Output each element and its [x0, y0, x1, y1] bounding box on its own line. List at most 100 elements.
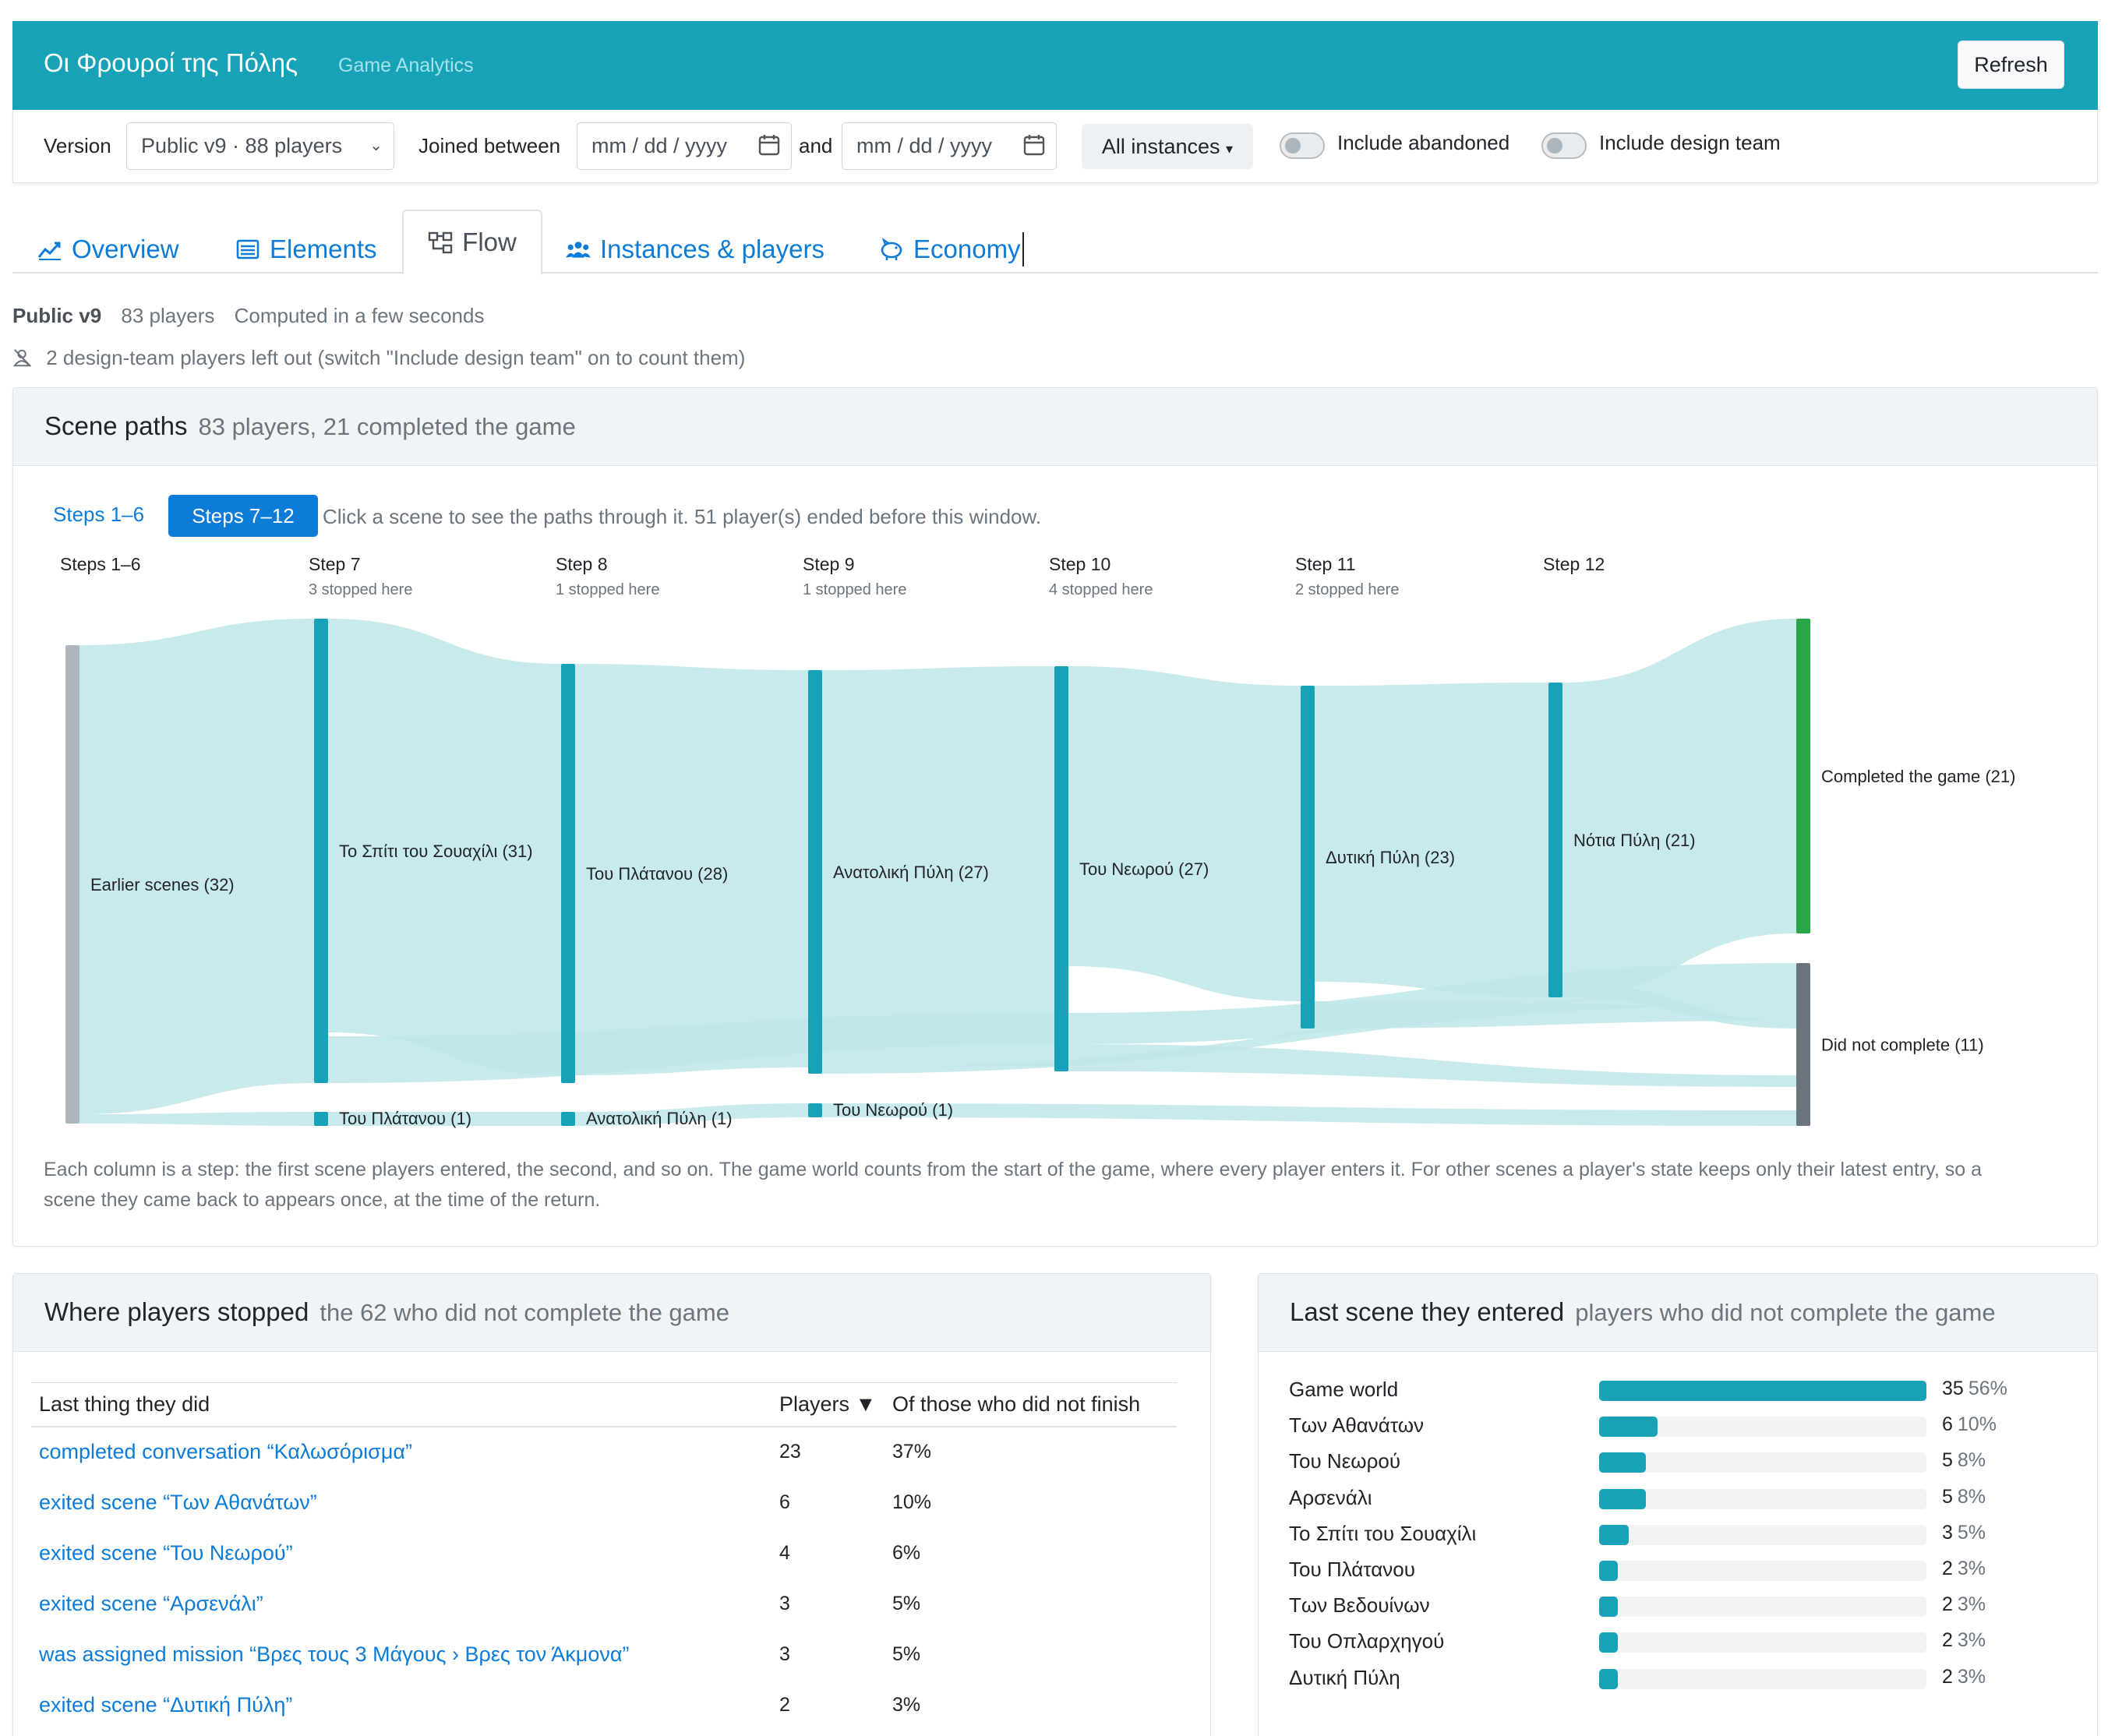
sankey-node[interactable] [808, 670, 822, 1074]
flow-link[interactable] [328, 619, 561, 1075]
last-thing-link[interactable]: exited scene “Δυτική Πύλη” [39, 1692, 293, 1717]
excluded-note: 2 design-team players left out (switch "… [12, 346, 745, 370]
chevron-down-icon: ⌄ [369, 137, 383, 154]
sankey-diagram: Earlier scenes (32) Το Σπίτι του Σουαχίλι… [60, 554, 2015, 1128]
bar-count: 6 [1942, 1413, 1953, 1436]
sankey-node-label: Νότια Πύλη (21) [1573, 831, 1696, 850]
flow-link-dropoff[interactable] [822, 1103, 1796, 1126]
bar-fill [1599, 1488, 1646, 1509]
flow-link[interactable] [1068, 666, 1301, 1001]
tab-flow-label: Flow [462, 228, 517, 256]
players-count: 6 [779, 1491, 790, 1513]
bar-track [1599, 1561, 1926, 1581]
refresh-button[interactable]: Refresh [1958, 41, 2064, 89]
bar-label: Των Αθανάτων [1289, 1413, 1425, 1438]
sankey-node[interactable] [1301, 686, 1315, 1029]
flow-link-dropoff[interactable] [1562, 982, 1796, 1029]
column-stopped-count: 1 stopped here [803, 581, 906, 598]
sankey-node[interactable] [65, 645, 79, 1124]
last-thing-link[interactable]: exited scene “Αρσενάλι” [39, 1591, 263, 1615]
where-stopped-header: Where players stopped the 62 who did not … [13, 1274, 1210, 1352]
sankey-node-label: Του Πλάτανου (1) [339, 1109, 471, 1128]
sankey-node[interactable] [314, 619, 328, 1083]
toggle-abandoned[interactable] [1280, 132, 1325, 159]
bar-row: Των Αθανάτων 6 10% [1289, 1409, 2068, 1445]
steps-1-6-button[interactable]: Steps 1–6 [53, 503, 145, 526]
toggle-design-label: Include design team [1599, 131, 1781, 154]
version-select[interactable]: Public v9 · 88 players ⌄ [126, 122, 394, 170]
sankey-node[interactable] [1054, 666, 1068, 1071]
sankey-node[interactable] [561, 1112, 575, 1126]
flow-link-dropoff[interactable] [1068, 1044, 1796, 1087]
flow-link-dropoff[interactable] [79, 1112, 314, 1126]
bar-value: 2 3% [1942, 1666, 1986, 1688]
date-from-input[interactable]: mm / dd / yyyy [577, 122, 792, 170]
scene-paths-title: Scene paths [44, 411, 188, 440]
instances-dropdown-label: All instances [1101, 135, 1220, 158]
instances-dropdown[interactable]: All instances ▾ [1082, 124, 1253, 169]
tab-instances-label: Instances & players [600, 234, 824, 263]
bar-percent: 5% [1957, 1521, 1986, 1544]
tab-elements-label: Elements [270, 234, 377, 263]
column-stopped-count: 4 stopped here [1049, 581, 1153, 598]
sankey-node[interactable] [808, 1103, 822, 1117]
date-to-input[interactable]: mm / dd / yyyy [842, 122, 1057, 170]
tab-overview[interactable]: Overview [37, 224, 179, 273]
flow-link[interactable] [1315, 683, 1548, 997]
last-thing-link[interactable]: exited scene “Των Αθανάτων” [39, 1490, 317, 1514]
sankey-node[interactable] [314, 1112, 328, 1126]
flow-link-dropoff[interactable] [328, 1112, 561, 1126]
where-stopped-title-row: Where players stopped the 62 who did not … [44, 1297, 729, 1327]
sankey-node[interactable] [1548, 683, 1562, 997]
bar-label: Δυτική Πύλη [1289, 1665, 1400, 1689]
players-count: 2 [779, 1693, 790, 1716]
sankey-node[interactable] [1796, 619, 1810, 933]
flow-link-completed[interactable] [1562, 619, 1796, 997]
bar-count: 2 [1942, 1593, 1953, 1616]
flow-link[interactable] [575, 664, 808, 1075]
players-count: 3 [779, 1642, 790, 1665]
flow-link-dropoff[interactable] [328, 1013, 1068, 1083]
sankey-node-label: Ανατολική Πύλη (1) [586, 1109, 733, 1128]
app-subtitle: Game Analytics [338, 55, 474, 76]
tab-flow[interactable]: Flow [402, 210, 542, 275]
col-of-those[interactable]: Of those who did not finish [884, 1382, 1177, 1427]
col-last-thing[interactable]: Last thing they did [31, 1382, 771, 1427]
bar-row: Του Νεωρού 5 8% [1289, 1445, 2068, 1480]
tab-overview-label: Overview [72, 234, 179, 263]
flow-link[interactable] [822, 666, 1054, 1067]
last-scene-header: Last scene they entered players who did n… [1259, 1274, 2097, 1352]
bar-track [1599, 1381, 1926, 1401]
last-thing-link[interactable]: exited scene “Του Νεωρού” [39, 1540, 293, 1565]
date-to-placeholder: mm / dd / yyyy [856, 134, 993, 157]
tab-instances-players[interactable]: Instances & players [566, 224, 824, 273]
column-header: Step 7 [309, 554, 361, 574]
bar-track [1599, 1452, 1926, 1473]
flow-link-dropoff[interactable] [575, 1103, 808, 1126]
bar-percent: 3% [1957, 1665, 1986, 1688]
steps-7-12-button[interactable]: Steps 7–12 [168, 495, 318, 537]
toggle-design-team[interactable] [1541, 132, 1587, 159]
flow-link[interactable] [79, 619, 314, 1114]
tab-elements[interactable]: Elements [235, 224, 377, 273]
col-players[interactable]: Players ▼ [771, 1382, 884, 1427]
scene-paths-title-row: Scene paths 83 players, 21 completed the … [44, 411, 576, 441]
bar-row: Game world 35 56% [1289, 1373, 2068, 1409]
sankey-node[interactable] [1796, 963, 1810, 1126]
joined-label: Joined between [418, 134, 561, 157]
tab-economy[interactable]: Economy [879, 224, 1024, 273]
table-header-row: Last thing they did Players ▼ Of those w… [31, 1382, 1177, 1427]
user-slash-icon [12, 349, 31, 367]
sankey-node[interactable] [561, 664, 575, 1083]
bar-value: 3 5% [1942, 1522, 1986, 1544]
column-header: Step 10 [1049, 554, 1110, 574]
last-thing-link[interactable]: was assigned mission “Βρες τους 3 Μάγους… [39, 1642, 630, 1666]
bar-percent: 8% [1957, 1485, 1986, 1508]
sankey-node-label: Του Νεωρού (27) [1079, 859, 1209, 879]
bar-label: Των Βεδουίνων [1289, 1593, 1430, 1618]
last-thing-link[interactable]: completed conversation “Καλωσόρισμα” [39, 1440, 412, 1463]
table-row: exited scene “Δυτική Πύλη” 2 3% [31, 1680, 1177, 1731]
flow-link-dropoff[interactable] [822, 993, 1796, 1074]
table-row: exited scene “Των Αθανάτων” 6 10% [31, 1477, 1177, 1528]
bar-percent: 10% [1957, 1413, 1997, 1436]
